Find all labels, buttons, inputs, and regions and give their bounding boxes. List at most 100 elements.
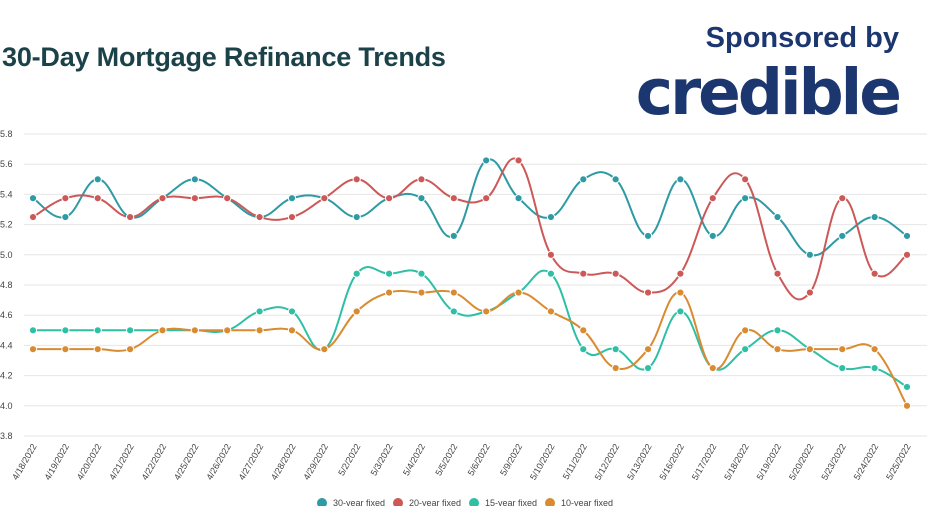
data-point [287,307,297,316]
data-point [158,194,167,203]
data-point [741,345,750,354]
data-point [870,345,879,354]
data-point [838,231,847,241]
data-point [28,326,38,335]
data-point [352,212,361,222]
data-point [384,288,394,297]
data-point [320,194,329,203]
legend-marker [545,498,555,506]
data-point [676,175,685,184]
data-point [190,175,199,184]
data-point [708,363,717,373]
data-point [741,194,750,203]
data-point [61,326,70,335]
data-point [870,212,879,222]
x-tick-label: 5/18/2022 [722,442,751,482]
data-point [93,326,102,335]
x-tick-label: 5/17/2022 [690,442,719,482]
y-tick-label: 5.2 [0,220,13,230]
x-tick-label: 5/25/2022 [884,442,913,482]
data-point [417,288,426,297]
x-tick-label: 4/21/2022 [107,442,136,482]
data-point [61,345,70,354]
x-tick-label: 5/19/2022 [755,442,784,482]
data-point [287,212,297,222]
data-point [126,345,135,354]
data-point [28,345,38,354]
series-lines [32,157,908,407]
data-point [417,175,426,184]
y-tick-label: 5.0 [0,250,13,260]
legend-label: 15-year fixed [485,498,537,506]
data-point [28,194,38,203]
data-point [28,212,38,222]
sponsor-text: Sponsored by [705,22,899,54]
data-point [805,288,814,297]
x-tick-label: 4/20/2022 [75,442,104,482]
data-point [449,231,458,241]
y-tick-label: 5.8 [0,129,13,139]
x-tick-label: 4/25/2022 [172,442,201,482]
data-point [546,269,556,278]
y-tick-label: 4.4 [0,340,13,350]
data-point [514,194,523,203]
data-point [676,288,685,297]
series-points [28,156,912,410]
data-point [773,345,782,354]
series-line-30-year-fixed [32,158,908,257]
data-point [449,307,458,316]
data-point [902,231,912,241]
y-tick-label: 5.6 [0,159,13,169]
x-tick-label: 5/3/2022 [369,442,395,477]
x-tick-label: 5/13/2022 [625,442,654,482]
data-point [838,194,847,203]
series-line-10-year-fixed [33,289,908,407]
data-point [93,194,102,203]
chart-legend: 30-year fixed 20-year fixed 15-year fixed 1… [317,498,613,506]
data-point [611,363,620,373]
x-axis-ticks: 4/18/2022 4/19/2022 4/20/2022 4/21/2022 4/22… [10,442,913,482]
data-point [287,326,297,335]
x-tick-label: 5/24/2022 [852,442,881,482]
data-point [546,307,556,316]
x-tick-label: 4/29/2022 [301,442,330,482]
data-point [417,194,426,203]
x-tick-label: 4/22/2022 [140,442,169,482]
data-point [805,250,814,259]
y-tick-label: 4.2 [0,371,13,381]
data-point [579,345,588,354]
data-point [611,269,620,278]
y-tick-label: 3.8 [0,431,13,441]
data-point [902,401,912,410]
page-title: 30-Day Mortgage Refinance Trends [2,42,446,72]
data-point [579,175,588,184]
data-point [902,382,912,392]
data-point [255,212,264,222]
data-point [708,194,717,203]
y-tick-label: 4.0 [0,401,13,411]
data-point [449,194,458,203]
data-point [773,212,782,222]
data-point [579,269,588,278]
y-tick-label: 5.4 [0,189,13,199]
data-point [482,194,491,203]
legend-marker [469,498,479,506]
x-tick-label: 5/20/2022 [787,442,816,482]
y-axis-ticks: 3.8 4.0 4.2 4.4 4.6 4.8 5.0 5.2 5.4 5.6 5.8 [0,129,13,441]
data-point [93,175,102,184]
data-point [870,269,879,278]
data-point [741,175,750,184]
legend-label: 30-year fixed [333,498,385,506]
data-point [352,307,361,316]
data-point [611,175,620,184]
data-point [352,175,361,184]
data-point [61,212,70,222]
data-point [708,231,717,241]
x-tick-label: 4/18/2022 [10,442,39,482]
data-point [449,288,458,297]
x-tick-label: 5/2/2022 [336,442,362,477]
data-point [190,194,199,203]
data-point [805,345,814,354]
data-point [773,326,782,335]
